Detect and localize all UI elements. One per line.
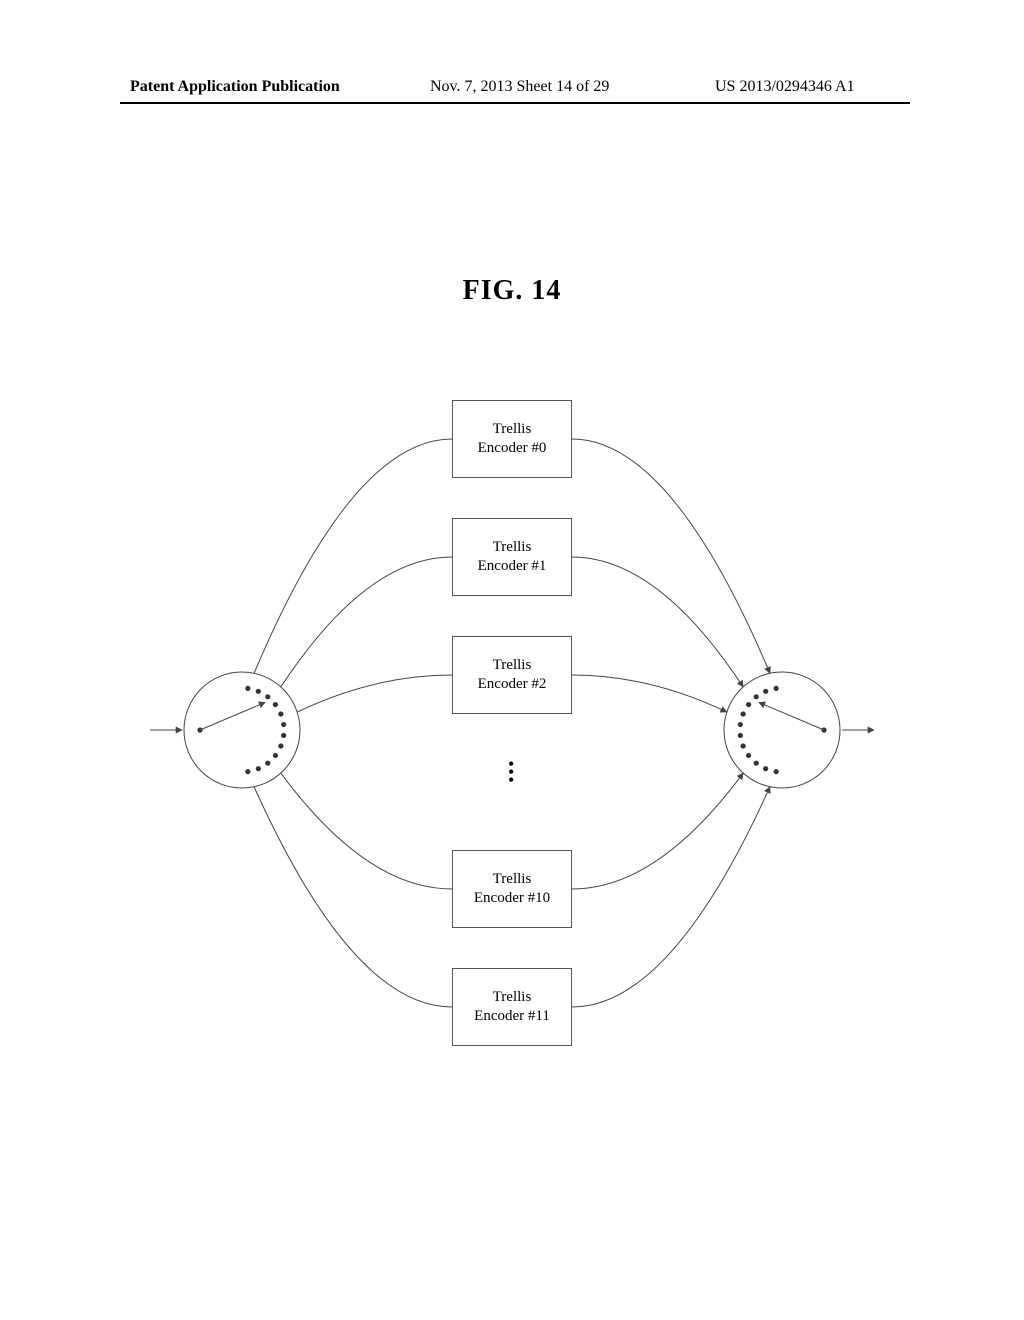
encoder-label-line1: Trellis: [453, 870, 571, 889]
ellipsis-vertical: •••: [508, 760, 514, 784]
encoder-label-line2: Encoder #1: [453, 557, 571, 576]
page-header: Patent Application Publication Nov. 7, 2…: [0, 78, 1024, 104]
header-rule: [120, 102, 910, 104]
encoder-label-line2: Encoder #10: [453, 889, 571, 908]
trellis-encoder-box: TrellisEncoder #11: [452, 968, 572, 1046]
trellis-encoder-box: TrellisEncoder #10: [452, 850, 572, 928]
trellis-encoder-diagram: TrellisEncoder #0TrellisEncoder #1Trelli…: [150, 400, 874, 1100]
encoder-label-line1: Trellis: [453, 538, 571, 557]
header-publication-number: US 2013/0294346 A1: [715, 78, 855, 96]
encoder-label-line2: Encoder #0: [453, 439, 571, 458]
trellis-encoder-box: TrellisEncoder #0: [452, 400, 572, 478]
encoder-label-line1: Trellis: [453, 988, 571, 1007]
encoder-label-line1: Trellis: [453, 656, 571, 675]
encoder-label-line2: Encoder #2: [453, 675, 571, 694]
header-publication-type: Patent Application Publication: [130, 78, 340, 96]
trellis-encoder-box: TrellisEncoder #2: [452, 636, 572, 714]
figure-title: FIG. 14: [0, 275, 1024, 307]
header-date-sheet: Nov. 7, 2013 Sheet 14 of 29: [430, 78, 609, 96]
encoder-label-line1: Trellis: [453, 420, 571, 439]
encoder-label-line2: Encoder #11: [453, 1007, 571, 1026]
trellis-encoder-box: TrellisEncoder #1: [452, 518, 572, 596]
